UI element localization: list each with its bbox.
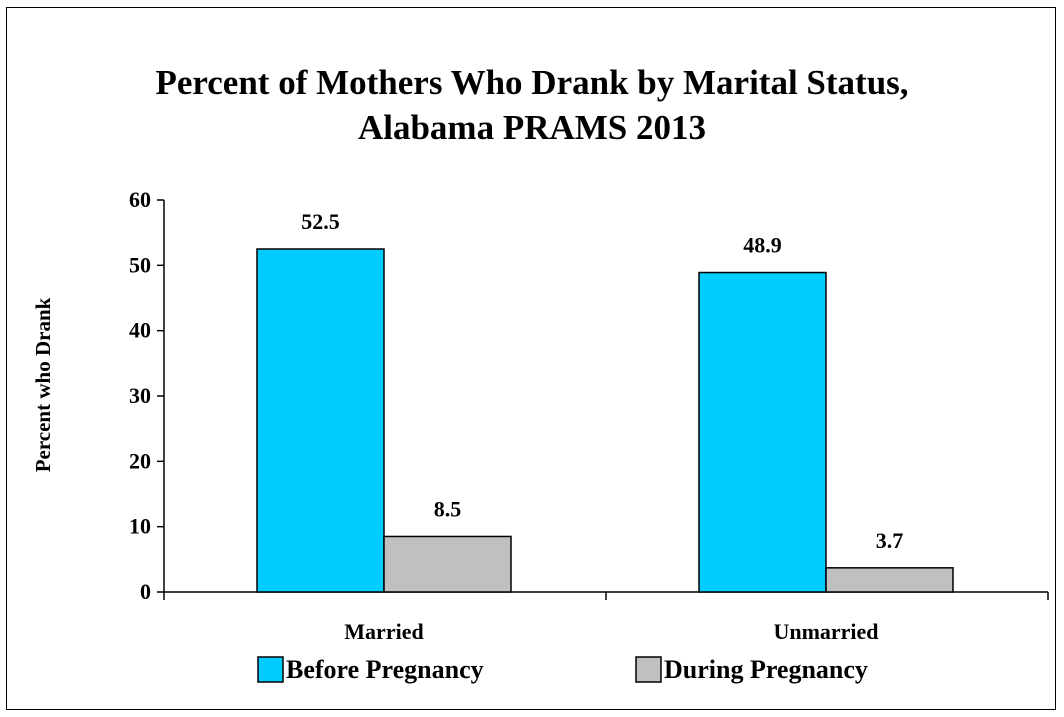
legend-swatch-during-pregnancy bbox=[635, 656, 662, 683]
legend-label: During Pregnancy bbox=[664, 655, 868, 684]
y-tick-label: 20 bbox=[129, 448, 151, 473]
legend-label: Before Pregnancy bbox=[286, 655, 484, 684]
x-category-label: Unmarried bbox=[773, 619, 878, 644]
legend: Before Pregnancy During Pregnancy bbox=[257, 655, 868, 684]
x-category-label: Married bbox=[344, 619, 423, 644]
bar-married-during-pregnancy bbox=[383, 535, 512, 593]
y-tick-label: 50 bbox=[129, 252, 151, 277]
data-label: 3.7 bbox=[876, 528, 904, 553]
chart-title-line2: Alabama PRAMS 2013 bbox=[357, 108, 707, 147]
data-labels: 52.5 8.5 48.9 3.7 bbox=[301, 209, 903, 553]
bar-unmarried-during-pregnancy bbox=[825, 567, 954, 593]
y-axis-title: Percent who Drank bbox=[31, 297, 55, 472]
data-label: 48.9 bbox=[743, 233, 782, 258]
y-tick-label: 30 bbox=[129, 383, 151, 408]
data-label: 52.5 bbox=[301, 209, 340, 234]
bar-married-before-pregnancy bbox=[256, 248, 385, 593]
data-label: 8.5 bbox=[434, 496, 462, 521]
y-tick-label: 0 bbox=[140, 579, 151, 604]
y-tick-label: 60 bbox=[129, 187, 151, 212]
y-tick-label: 40 bbox=[129, 318, 151, 343]
y-tick-label: 10 bbox=[129, 514, 151, 539]
legend-swatch-before-pregnancy bbox=[257, 656, 284, 683]
chart-title-line1: Percent of Mothers Who Drank by Marital … bbox=[155, 63, 909, 102]
bars bbox=[256, 248, 954, 593]
bar-unmarried-before-pregnancy bbox=[698, 271, 827, 593]
chart-frame bbox=[6, 7, 1056, 710]
